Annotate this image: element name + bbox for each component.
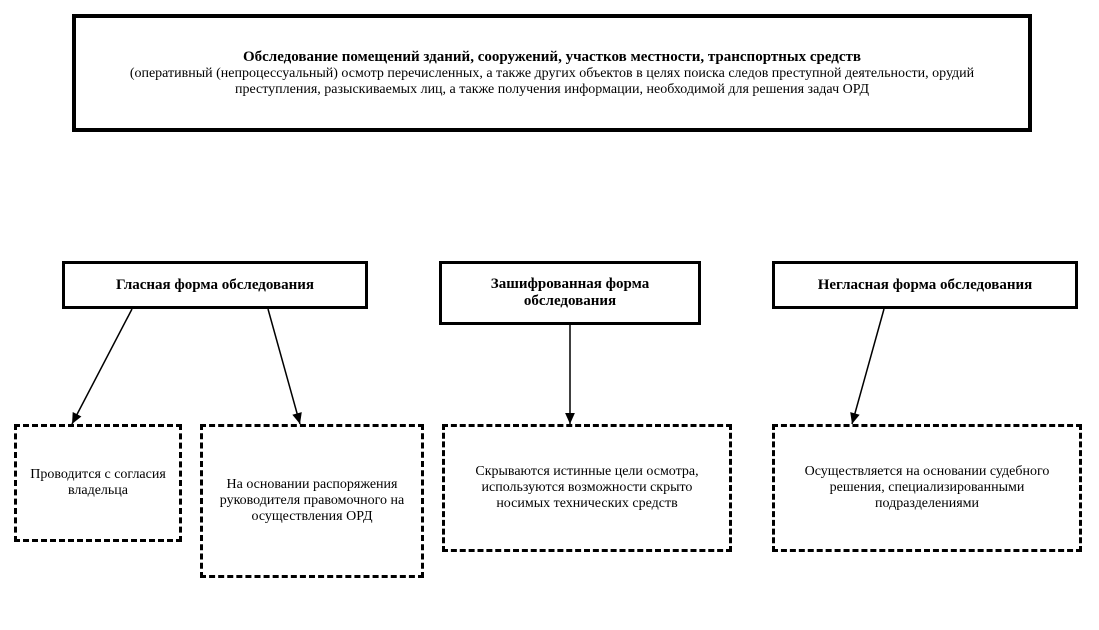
mid-right-title: Негласная форма обследования	[793, 277, 1057, 294]
mid-left-title: Гласная форма обследования	[83, 277, 347, 294]
detail-box-covert-means: Скрываются истинные цели осмотра, исполь…	[442, 424, 732, 552]
mid-box-glasnaya: Гласная форма обследования	[62, 261, 368, 309]
top-body: (оперативный (непроцессуальный) осмотр п…	[94, 66, 1010, 98]
detail-d2-text: На основании распоряжения руководителя п…	[215, 477, 409, 525]
detail-box-order: На основании распоряжения руководителя п…	[200, 424, 424, 578]
detail-d1-text: Проводится с согласия владельца	[29, 467, 167, 499]
top-definition-box: Обследование помещений зданий, сооружени…	[72, 14, 1032, 132]
mid-center-title: Зашифрованная форма обследования	[460, 276, 680, 310]
detail-box-court: Осуществляется на основании судебного ре…	[772, 424, 1082, 552]
detail-d3-text: Скрываются истинные цели осмотра, исполь…	[457, 464, 717, 512]
detail-box-consent: Проводится с согласия владельца	[14, 424, 182, 542]
mid-box-neglasnaya: Негласная форма обследования	[772, 261, 1078, 309]
top-title: Обследование помещений зданий, сооружени…	[94, 49, 1010, 66]
mid-box-zashifrovannaya: Зашифрованная форма обследования	[439, 261, 701, 325]
detail-d4-text: Осуществляется на основании судебного ре…	[787, 464, 1067, 512]
